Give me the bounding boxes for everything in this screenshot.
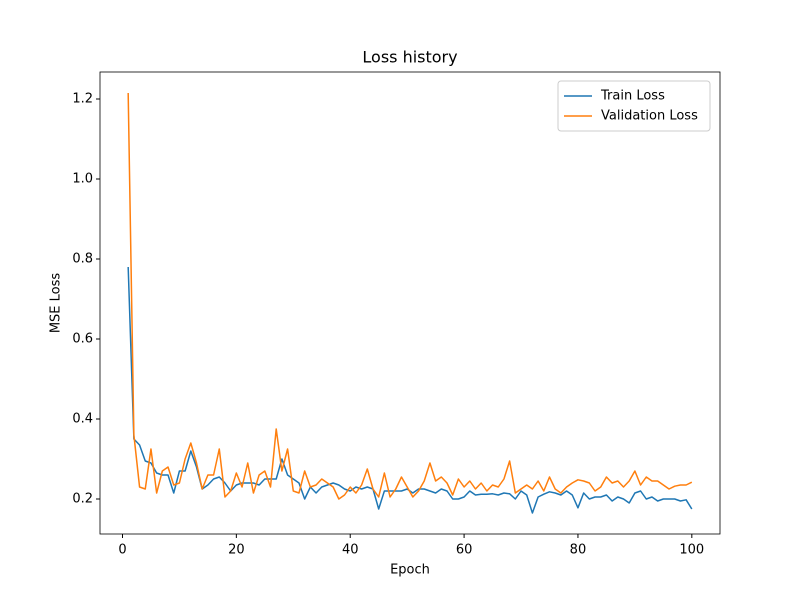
y-tick-label: 0.2 — [72, 492, 93, 507]
x-tick-label: 80 — [570, 543, 587, 558]
chart-title: Loss history — [362, 48, 457, 67]
y-tick-label: 1.2 — [72, 92, 93, 107]
y-tick-label: 1.0 — [72, 172, 93, 187]
x-tick-label: 40 — [342, 543, 359, 558]
y-tick-label: 0.4 — [72, 412, 93, 427]
legend-label: Train Loss — [600, 89, 665, 104]
x-tick-label: 20 — [228, 543, 245, 558]
plot-frame — [99, 71, 721, 535]
x-tick-label: 60 — [456, 543, 473, 558]
x-axis-label: Epoch — [390, 563, 430, 578]
y-axis-label: MSE Loss — [49, 273, 64, 334]
y-tick-label: 0.8 — [72, 252, 93, 267]
line-series — [127, 92, 693, 500]
x-tick-label: 0 — [118, 543, 126, 558]
legend-box — [557, 80, 711, 132]
legend-label: Validation Loss — [601, 109, 698, 124]
y-tick-label: 0.6 — [72, 332, 93, 347]
x-tick-label: 100 — [679, 543, 704, 558]
